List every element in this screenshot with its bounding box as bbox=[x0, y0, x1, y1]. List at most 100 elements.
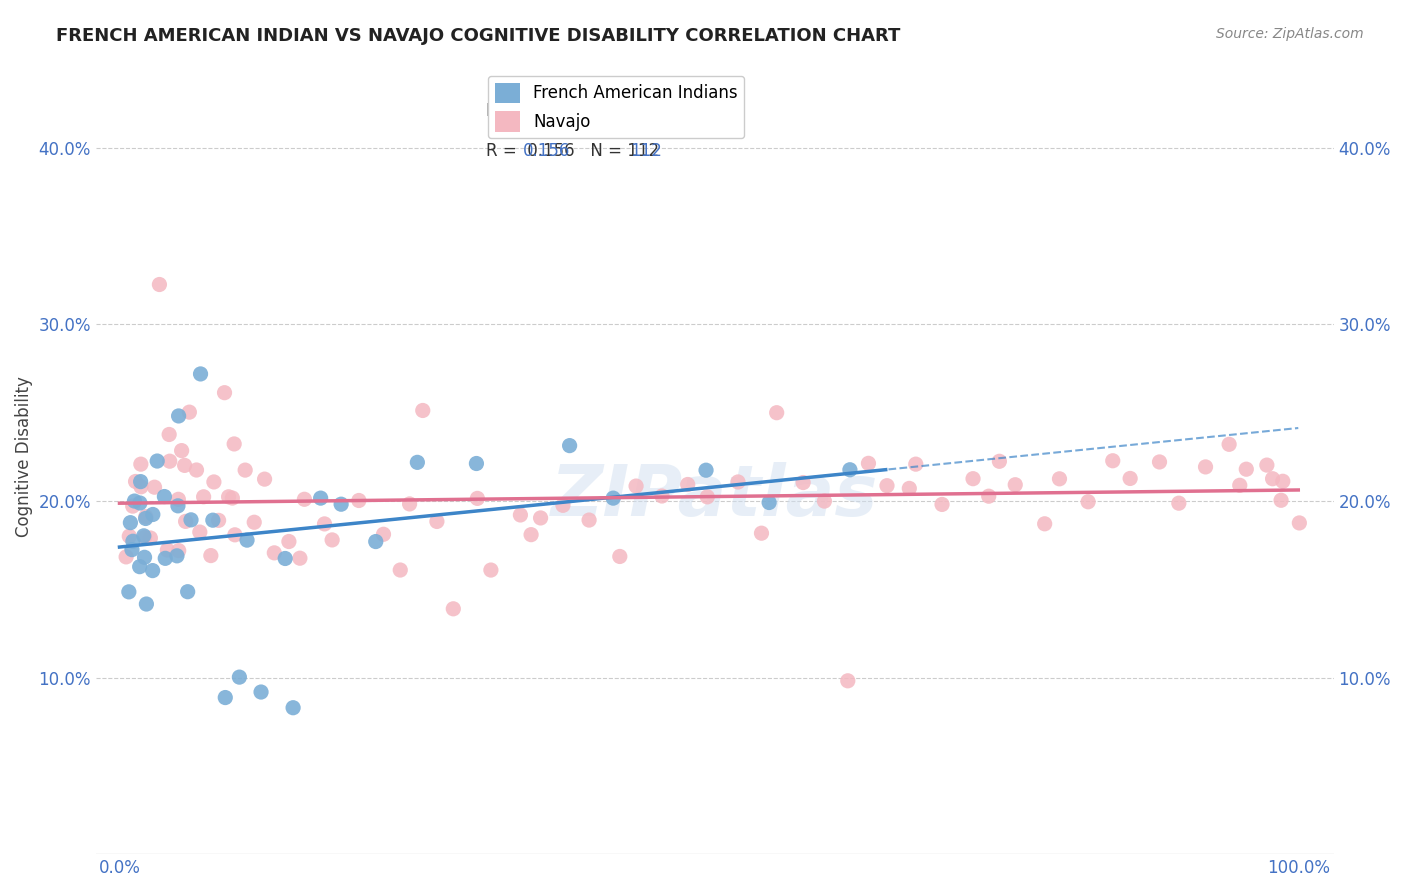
Point bbox=[751, 526, 773, 541]
Point bbox=[321, 533, 343, 547]
Point bbox=[1270, 493, 1292, 508]
Point bbox=[221, 491, 243, 505]
Point bbox=[174, 515, 197, 529]
Point bbox=[157, 427, 180, 442]
Point bbox=[727, 475, 749, 489]
Point bbox=[813, 494, 835, 508]
Point bbox=[330, 497, 353, 511]
Text: 0.265: 0.265 bbox=[523, 103, 571, 120]
Point bbox=[347, 493, 370, 508]
Point bbox=[551, 498, 574, 512]
Point bbox=[124, 494, 146, 508]
Point bbox=[143, 480, 166, 494]
Text: 40: 40 bbox=[631, 103, 651, 120]
Point bbox=[467, 491, 489, 506]
Point bbox=[236, 533, 259, 548]
Point bbox=[609, 549, 631, 564]
Point bbox=[173, 458, 195, 473]
Point bbox=[139, 531, 162, 545]
Point bbox=[115, 549, 138, 564]
Point bbox=[156, 543, 179, 558]
Point bbox=[398, 497, 420, 511]
Point bbox=[120, 516, 142, 530]
Point bbox=[288, 551, 311, 566]
Point bbox=[1049, 472, 1071, 486]
Point bbox=[146, 454, 169, 468]
Point bbox=[159, 454, 181, 468]
Point bbox=[294, 492, 316, 507]
Legend: French American Indians, Navajo: French American Indians, Navajo bbox=[488, 76, 744, 138]
Point bbox=[406, 455, 429, 469]
Point bbox=[1234, 462, 1257, 476]
Point bbox=[167, 499, 190, 513]
Text: Source: ZipAtlas.com: Source: ZipAtlas.com bbox=[1216, 27, 1364, 41]
Text: R =  0.156   N = 112: R = 0.156 N = 112 bbox=[486, 142, 659, 160]
Point bbox=[441, 602, 464, 616]
Point bbox=[132, 529, 155, 543]
Point bbox=[134, 550, 156, 565]
Point bbox=[695, 463, 717, 477]
Point bbox=[1167, 496, 1189, 510]
Point bbox=[1256, 458, 1278, 472]
Point bbox=[148, 277, 170, 292]
Point bbox=[193, 490, 215, 504]
Point bbox=[155, 551, 177, 566]
Point bbox=[179, 405, 201, 419]
Point bbox=[277, 534, 299, 549]
Point bbox=[412, 403, 434, 417]
Point bbox=[180, 513, 202, 527]
Point bbox=[118, 529, 141, 543]
Point bbox=[838, 463, 860, 477]
Point bbox=[167, 492, 190, 507]
Point bbox=[129, 457, 152, 471]
Point bbox=[520, 527, 543, 541]
Point bbox=[142, 508, 165, 522]
Point bbox=[1288, 516, 1310, 530]
Point bbox=[837, 673, 859, 688]
Point bbox=[1077, 495, 1099, 509]
Text: 112: 112 bbox=[631, 142, 662, 160]
Point bbox=[214, 385, 236, 400]
Point bbox=[578, 513, 600, 527]
Point bbox=[167, 543, 190, 558]
Point bbox=[529, 511, 551, 525]
Point bbox=[1033, 516, 1056, 531]
Point bbox=[364, 534, 387, 549]
Point bbox=[676, 477, 699, 491]
Point bbox=[904, 457, 927, 471]
Point bbox=[186, 463, 208, 477]
Point bbox=[1218, 437, 1240, 451]
Point bbox=[167, 409, 190, 423]
Text: FRENCH AMERICAN INDIAN VS NAVAJO COGNITIVE DISABILITY CORRELATION CHART: FRENCH AMERICAN INDIAN VS NAVAJO COGNITI… bbox=[56, 27, 901, 45]
Y-axis label: Cognitive Disability: Cognitive Disability bbox=[15, 376, 32, 537]
Point bbox=[858, 456, 880, 470]
Point bbox=[792, 475, 814, 490]
Point bbox=[153, 490, 176, 504]
Point bbox=[426, 515, 449, 529]
Point bbox=[214, 690, 236, 705]
Point bbox=[1101, 454, 1123, 468]
Point bbox=[200, 549, 222, 563]
Point bbox=[758, 495, 780, 509]
Point bbox=[274, 551, 297, 566]
Point bbox=[465, 457, 488, 471]
Point bbox=[309, 491, 332, 505]
Point bbox=[233, 463, 256, 477]
Point bbox=[765, 406, 787, 420]
Point bbox=[224, 528, 246, 542]
Point bbox=[931, 498, 953, 512]
Point bbox=[135, 511, 157, 525]
Point bbox=[1271, 475, 1294, 489]
Point bbox=[135, 509, 157, 524]
Point bbox=[243, 515, 266, 529]
Point bbox=[263, 546, 285, 560]
Point bbox=[1229, 478, 1251, 492]
Point bbox=[121, 542, 143, 557]
Text: ZIPatlas: ZIPatlas bbox=[551, 462, 879, 531]
Point bbox=[188, 525, 211, 540]
Point bbox=[558, 439, 581, 453]
Point bbox=[373, 527, 395, 541]
Point bbox=[218, 490, 240, 504]
Point bbox=[389, 563, 412, 577]
Point bbox=[696, 490, 718, 504]
